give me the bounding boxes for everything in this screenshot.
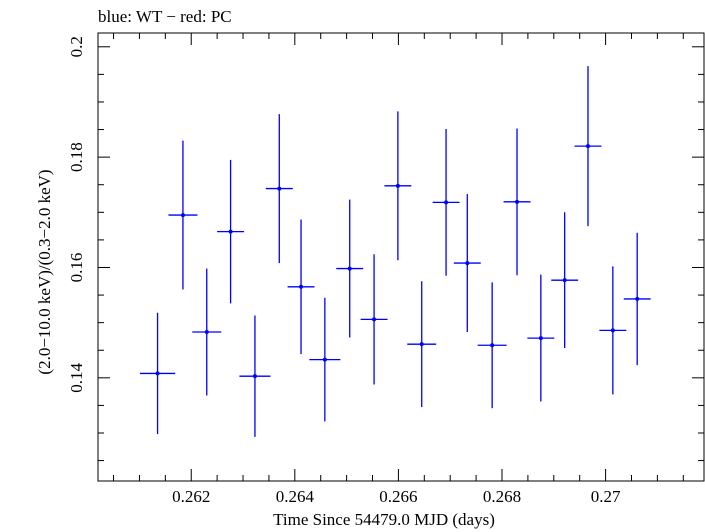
data-point (287, 219, 315, 355)
point-marker (180, 213, 185, 218)
y-tick-label: 0.18 (67, 142, 86, 172)
point-marker (490, 343, 495, 348)
y-tick-label: 0.16 (67, 253, 86, 283)
point-marker (204, 330, 209, 335)
y-tick-label: 0.14 (67, 362, 86, 392)
point-marker (299, 284, 304, 289)
data-point (384, 111, 412, 261)
data-point (623, 232, 651, 366)
data-point (503, 128, 531, 276)
point-marker (277, 186, 282, 191)
point-marker (444, 200, 449, 205)
data-point (139, 312, 176, 435)
plot-frame (97, 32, 705, 482)
x-tick-label: 0.268 (483, 487, 521, 506)
x-tick-label: 0.266 (379, 487, 417, 506)
point-marker (610, 328, 615, 333)
point-marker (538, 336, 543, 341)
data-point (477, 282, 507, 409)
y-axis-title: (2.0−10.0 keV)/(0.3−2.0 keV) (35, 169, 54, 374)
x-axis-title: Time Since 54479.0 MJD (days) (273, 510, 495, 529)
point-marker (372, 317, 377, 322)
point-marker (635, 296, 640, 301)
point-marker (562, 278, 567, 283)
point-marker (515, 199, 520, 204)
data-point (168, 140, 198, 290)
y-axis-ticks: 0.14 0.16 0.18 0.2 (67, 36, 704, 462)
data-point (551, 212, 579, 349)
chart-title: blue: WT − red: PC (98, 7, 232, 26)
x-tick-label: 0.264 (276, 487, 315, 506)
data-point (432, 129, 460, 276)
data-point (527, 274, 555, 402)
point-marker (585, 144, 590, 149)
data-point (360, 254, 388, 385)
point-marker (228, 229, 233, 234)
data-point (309, 297, 341, 422)
data-point (336, 199, 364, 338)
data-point (599, 266, 627, 395)
point-marker (419, 342, 424, 347)
data-point (239, 315, 271, 437)
point-marker (252, 374, 257, 379)
data-points (139, 66, 651, 437)
data-point (192, 268, 222, 396)
data-point (265, 114, 293, 264)
point-marker (322, 357, 327, 362)
x-axis-ticks: 0.262 0.264 0.266 0.268 0.27 (113, 33, 684, 506)
x-tick-label: 0.262 (172, 487, 210, 506)
point-marker (347, 266, 352, 271)
data-point (217, 159, 245, 304)
data-point (574, 66, 602, 227)
point-marker (155, 371, 160, 376)
data-point (453, 194, 481, 333)
point-marker (465, 261, 470, 266)
y-tick-label: 0.2 (67, 36, 86, 57)
data-point (407, 281, 437, 408)
point-marker (395, 183, 400, 188)
x-tick-label: 0.27 (591, 487, 621, 506)
